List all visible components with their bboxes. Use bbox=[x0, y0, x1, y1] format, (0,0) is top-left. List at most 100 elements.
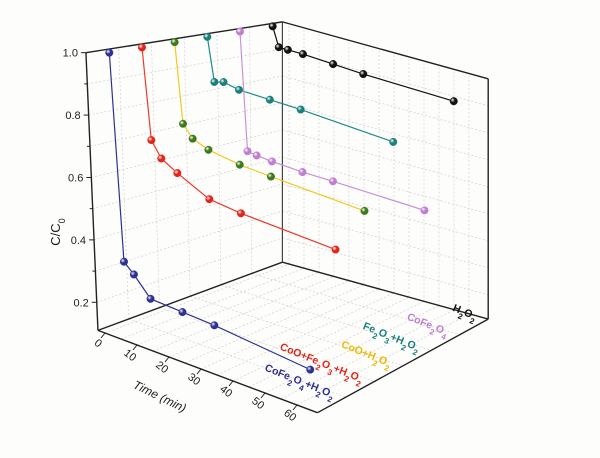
data-point bbox=[236, 209, 245, 218]
floor-grid-line bbox=[128, 318, 347, 398]
z-axis-line bbox=[85, 52, 99, 331]
x-tick-mark bbox=[292, 404, 298, 411]
floor-back-edge bbox=[282, 261, 489, 320]
x-tick-label: 10 bbox=[121, 347, 138, 364]
data-point bbox=[179, 119, 188, 128]
x-tick-mark bbox=[260, 392, 266, 399]
left-wall-grid-line bbox=[249, 27, 253, 274]
data-point bbox=[266, 172, 275, 181]
back-wall-grid-line bbox=[282, 156, 489, 215]
left-wall-grid-line bbox=[151, 42, 160, 308]
y-tick-label: 1.0 bbox=[63, 48, 78, 60]
series-fe2o3-h2o2 bbox=[203, 32, 398, 146]
left-wall-grid-line bbox=[92, 156, 283, 210]
data-point bbox=[178, 308, 187, 317]
data-point bbox=[147, 136, 156, 145]
data-point bbox=[243, 147, 252, 156]
data-point bbox=[328, 177, 337, 186]
y-tick-label: 0.8 bbox=[65, 110, 80, 122]
left-wall-grid-line bbox=[88, 75, 283, 116]
data-point bbox=[146, 294, 155, 303]
series-label: Fe2O3+H2O2 bbox=[360, 320, 422, 357]
data-point bbox=[188, 134, 197, 143]
series-group bbox=[105, 22, 458, 374]
data-point bbox=[265, 95, 274, 104]
floor-left-edge bbox=[97, 261, 283, 332]
data-point bbox=[449, 97, 458, 106]
floor-front-edge bbox=[97, 329, 318, 414]
x-tick-mark bbox=[196, 368, 202, 375]
data-point bbox=[173, 169, 182, 178]
floor-grid-line bbox=[190, 295, 403, 367]
series-cofe2o4-h2o2 bbox=[105, 48, 315, 374]
back-wall-grid-line bbox=[282, 129, 489, 188]
floor-grid-line bbox=[220, 284, 432, 351]
data-point bbox=[170, 38, 179, 47]
axes: 0.2 0.4 0.6 0.8 1.0 0 10 20 30 40 50 60 bbox=[63, 48, 299, 424]
x-tick-mark bbox=[100, 332, 106, 339]
y-axis-label: C/C0 bbox=[48, 218, 67, 245]
data-point bbox=[298, 50, 307, 59]
data-point bbox=[359, 70, 368, 79]
x-tick-label: 40 bbox=[217, 383, 234, 400]
y-tick-label: 0.4 bbox=[71, 235, 86, 247]
data-point bbox=[137, 43, 146, 52]
left-wall-grid-line bbox=[118, 47, 130, 320]
back-wall-grid-line bbox=[282, 75, 489, 134]
data-point bbox=[331, 245, 340, 254]
left-wall-grid-line bbox=[183, 37, 191, 297]
data-point bbox=[283, 45, 292, 54]
series-label: H2O2 bbox=[450, 302, 479, 326]
data-point bbox=[157, 154, 166, 163]
series-coo-h2o2 bbox=[170, 38, 369, 215]
series-label: CoFe2O4 bbox=[404, 311, 450, 342]
x-tick-mark bbox=[228, 380, 234, 387]
x-tick-label: 20 bbox=[153, 359, 170, 376]
x-tick-label: 60 bbox=[281, 407, 298, 424]
data-point bbox=[219, 78, 228, 87]
top-left-edge bbox=[85, 21, 283, 54]
x-tick-label: 0 bbox=[92, 337, 104, 350]
data-point bbox=[203, 32, 212, 41]
floor-grid-line bbox=[104, 263, 290, 334]
x-tick-label: 30 bbox=[185, 371, 202, 388]
data-point bbox=[235, 27, 244, 36]
data-point bbox=[268, 22, 277, 31]
data-point bbox=[235, 160, 244, 169]
back-wall-grid-line bbox=[282, 237, 489, 296]
data-point bbox=[274, 43, 283, 52]
back-wall-grid-line bbox=[282, 210, 489, 269]
data-point bbox=[360, 206, 369, 215]
data-point bbox=[329, 60, 338, 69]
data-point bbox=[119, 257, 128, 266]
data-point bbox=[252, 151, 261, 160]
data-point bbox=[105, 48, 114, 57]
series-line bbox=[272, 26, 454, 102]
y-tick-label: 0.6 bbox=[68, 172, 83, 184]
y-tick-label: 0.2 bbox=[73, 297, 88, 309]
data-point bbox=[205, 195, 214, 204]
left-wall-grid-line bbox=[216, 32, 222, 285]
data-point bbox=[306, 365, 315, 374]
back-wall-grid-line bbox=[282, 102, 489, 161]
series-labels: CoFe2O4+H2O2CoO+Fe2O3+H2O2CoO+H2O2Fe2O3+… bbox=[263, 302, 479, 404]
series-line bbox=[141, 47, 336, 251]
left-wall-grid-line bbox=[96, 237, 283, 303]
floor-grid-line bbox=[251, 273, 460, 336]
data-point bbox=[389, 137, 398, 146]
x-tick-label: 50 bbox=[249, 395, 266, 412]
top-back-edge bbox=[282, 21, 489, 80]
series-cofe2o4 bbox=[235, 27, 429, 215]
x-tick-mark bbox=[164, 356, 170, 363]
data-point bbox=[296, 105, 305, 114]
series-h2o2 bbox=[268, 22, 458, 106]
x-tick-mark bbox=[132, 344, 138, 351]
floor-grid-line bbox=[159, 307, 375, 382]
data-point bbox=[267, 157, 276, 166]
series-line bbox=[108, 52, 311, 371]
x-axis-label: Time (min) bbox=[131, 378, 189, 416]
data-point bbox=[210, 77, 219, 86]
data-point bbox=[204, 145, 213, 154]
